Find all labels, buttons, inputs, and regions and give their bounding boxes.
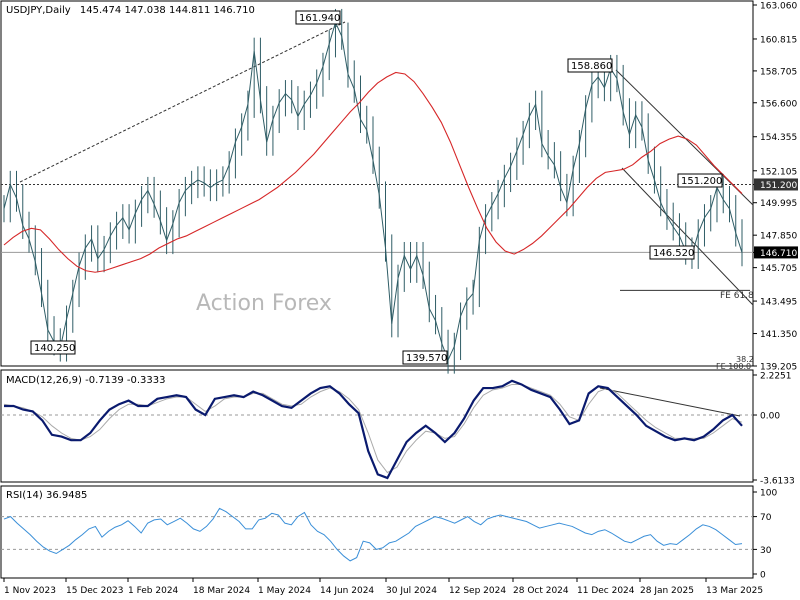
price-panel-frame: [0, 0, 754, 367]
x-axis-label: 13 Mar 2025: [706, 586, 763, 596]
price-layer: [3, 8, 743, 374]
macd-line: [4, 379, 743, 480]
x-axis-label: 28 Jan 2025: [640, 586, 694, 596]
macd-axis: 2.2251 0.00 -3.6133: [753, 372, 795, 487]
annotation-box: [402, 350, 448, 365]
price-axis-label: 154.355: [760, 133, 797, 143]
annotation-label: 139.570: [406, 353, 447, 364]
fib-label-fe-100: FE 100.0: [716, 362, 751, 371]
x-axis-label: 11 Dec 2024: [577, 586, 635, 596]
annotation-box: [649, 245, 695, 260]
x-axis-label: 30 Jul 2024: [386, 586, 437, 596]
macd-layer: [3, 379, 743, 480]
price-series-line: [3, 21, 743, 362]
annotation-box: [677, 173, 723, 188]
macd-panel-title: MACD(12,26,9) -0.7139 -0.3333: [6, 375, 166, 386]
price-annotations: 161.940 158.860 151.200 146.520 140.250 139.5…: [30, 10, 723, 365]
rsi-axis-label: 70: [760, 513, 772, 523]
rsi-panel-frame: [0, 485, 754, 579]
annotation-label: 140.250: [34, 343, 75, 354]
trend-dashed-line: [19, 21, 346, 183]
price-axis-label: 145.705: [760, 264, 797, 274]
annotation-label: 161.940: [299, 13, 340, 24]
rsi-axis-label: 30: [760, 546, 772, 556]
fib-label-38-2: 38.2: [736, 355, 754, 364]
price-axis-label: 139.205: [760, 363, 797, 373]
price-axis-highlight: [754, 178, 798, 191]
x-axis-label: 18 Mar 2024: [193, 586, 250, 596]
annotation-box: [567, 58, 613, 73]
x-axis-label: 1 May 2024: [258, 586, 311, 596]
price-axis-label: 143.495: [760, 298, 797, 308]
x-axis-label: 15 Dec 2023: [66, 586, 124, 596]
price-axis-label: 156.600: [760, 99, 797, 109]
moving-average-line: [3, 71, 743, 273]
rsi-axis: 100 70 30 0: [753, 489, 777, 581]
annotation-label: 158.860: [571, 61, 612, 72]
price-panel-title: USDJPY,Daily 145.474 147.038 144.811 146…: [6, 5, 255, 16]
rsi-line: [3, 507, 743, 562]
macd-trend-line: [599, 387, 741, 417]
macd-panel-frame: [0, 369, 754, 483]
annotation-label: 151.200: [681, 176, 722, 187]
price-axis-label: 141.350: [760, 330, 797, 340]
price-axis-highlight: [754, 246, 798, 259]
macd-axis-label: 0.00: [760, 412, 780, 422]
watermark-text: Action Forex: [196, 291, 332, 316]
annotation-label: 146.520: [653, 248, 694, 259]
x-axis-label: 12 Sep 2024: [449, 586, 506, 596]
x-axis: 1 Nov 2023 15 Dec 2023 1 Feb 2024 18 Mar 20…: [3, 578, 763, 596]
macd-axis-label: -3.6133: [760, 477, 795, 487]
annotation-box: [30, 340, 76, 355]
price-axis-label: 149.995: [760, 199, 797, 209]
price-axis-label: 160.815: [760, 35, 797, 45]
rsi-axis-label: 0: [760, 571, 766, 581]
price-axis-label: 152.105: [760, 167, 797, 177]
price-axis-label: 146.710: [760, 249, 797, 259]
price-axis-label: 151.200: [760, 181, 797, 191]
price-axis-label: 158.705: [760, 67, 797, 77]
price-axis: 163.060 160.815 158.705 156.600 154.355 152.1…: [753, 2, 798, 373]
rsi-axis-label: 100: [760, 489, 777, 499]
rsi-layer: [1, 507, 753, 562]
x-axis-label: 14 Jun 2024: [320, 586, 374, 596]
macd-signal-line: [3, 383, 743, 474]
x-axis-label: 1 Feb 2024: [128, 586, 179, 596]
price-axis-label: 147.850: [760, 232, 797, 242]
macd-axis-label: 2.2251: [760, 372, 792, 382]
annotation-box: [295, 10, 341, 25]
price-axis-label: 163.060: [760, 2, 797, 12]
channel-lower-line: [621, 167, 754, 306]
x-axis-label: 1 Nov 2023: [4, 586, 56, 596]
fib-label-fe-61-8: FE 61.8: [720, 291, 754, 301]
rsi-panel-title: RSI(14) 36.9485: [6, 490, 87, 501]
symbol-label: USDJPY,Daily: [6, 5, 71, 16]
x-axis-label: 28 Oct 2024: [513, 586, 569, 596]
ohlc-label: 145.474 147.038 144.811 146.710: [80, 5, 255, 16]
